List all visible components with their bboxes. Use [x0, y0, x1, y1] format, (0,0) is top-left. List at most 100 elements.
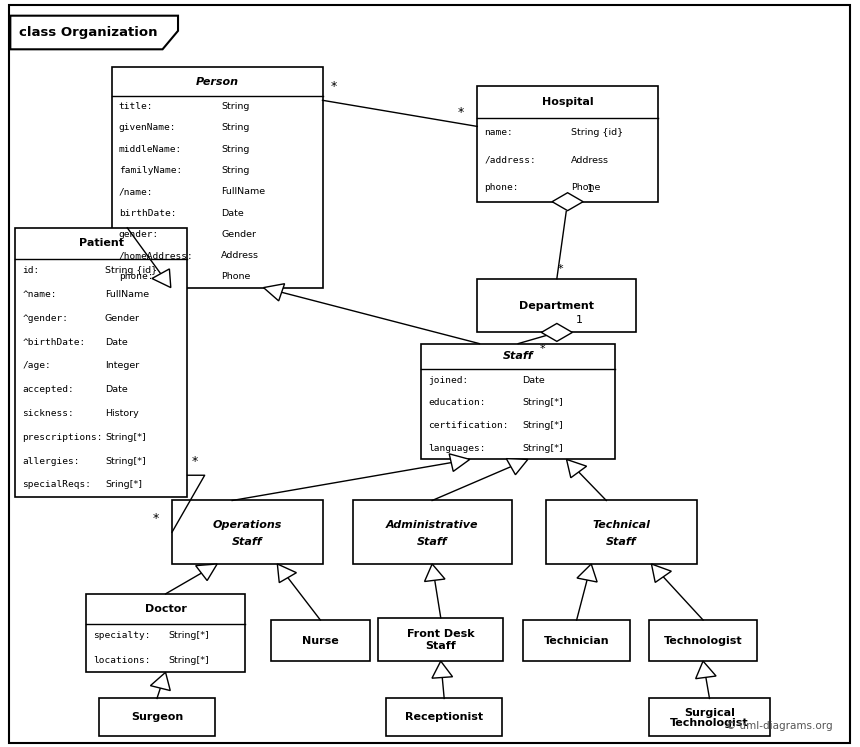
Text: Technical: Technical — [593, 520, 650, 530]
Polygon shape — [152, 269, 171, 288]
FancyBboxPatch shape — [523, 620, 630, 661]
Text: Date: Date — [105, 338, 127, 347]
Text: accepted:: accepted: — [22, 385, 74, 394]
Text: Staff: Staff — [503, 351, 533, 362]
Text: Staff: Staff — [417, 537, 447, 547]
Text: String: String — [221, 102, 249, 111]
Polygon shape — [432, 661, 452, 678]
Text: 1: 1 — [576, 315, 583, 325]
Text: String: String — [221, 123, 249, 132]
Polygon shape — [150, 672, 170, 690]
Text: Nurse: Nurse — [302, 636, 339, 645]
Text: ^gender:: ^gender: — [22, 314, 68, 323]
Polygon shape — [652, 564, 672, 583]
Text: Gender: Gender — [105, 314, 140, 323]
Text: *: * — [458, 106, 464, 119]
Text: Sring[*]: Sring[*] — [105, 480, 142, 489]
FancyBboxPatch shape — [15, 228, 187, 497]
Text: Department: Department — [519, 300, 594, 311]
Text: /homeAddress:: /homeAddress: — [119, 251, 194, 260]
Text: title:: title: — [119, 102, 153, 111]
Polygon shape — [196, 564, 217, 580]
Text: name:: name: — [484, 128, 513, 137]
Text: Phone: Phone — [221, 273, 251, 282]
Text: String: String — [221, 166, 249, 175]
Text: /name:: /name: — [119, 187, 153, 196]
Text: Surgeon: Surgeon — [131, 712, 183, 722]
Text: © uml-diagrams.org: © uml-diagrams.org — [726, 721, 832, 731]
Text: phone:: phone: — [484, 183, 519, 192]
Polygon shape — [277, 564, 297, 583]
Polygon shape — [552, 193, 583, 211]
Text: givenName:: givenName: — [119, 123, 176, 132]
Text: specialty:: specialty: — [93, 631, 150, 640]
Text: *: * — [557, 264, 562, 274]
Text: Front Desk: Front Desk — [407, 629, 475, 639]
Text: joined:: joined: — [428, 376, 469, 385]
FancyBboxPatch shape — [353, 500, 512, 564]
Text: ^name:: ^name: — [22, 290, 57, 299]
Text: 1: 1 — [587, 185, 593, 194]
Polygon shape — [449, 454, 470, 471]
FancyBboxPatch shape — [271, 620, 370, 661]
Text: middleName:: middleName: — [119, 145, 182, 154]
Text: String[*]: String[*] — [105, 456, 145, 465]
FancyBboxPatch shape — [172, 500, 322, 564]
Text: id:: id: — [22, 266, 40, 275]
Text: *: * — [153, 512, 159, 524]
Text: /age:: /age: — [22, 362, 51, 371]
FancyBboxPatch shape — [386, 698, 502, 736]
Text: Surgical: Surgical — [684, 707, 735, 718]
Text: String[*]: String[*] — [105, 433, 145, 441]
Text: Staff: Staff — [606, 537, 636, 547]
Text: Doctor: Doctor — [144, 604, 187, 614]
Text: Administrative: Administrative — [386, 520, 478, 530]
FancyBboxPatch shape — [378, 618, 503, 661]
FancyBboxPatch shape — [9, 5, 850, 743]
Polygon shape — [10, 16, 178, 49]
Text: prescriptions:: prescriptions: — [22, 433, 103, 441]
Polygon shape — [542, 323, 573, 341]
Text: Hospital: Hospital — [542, 97, 593, 107]
Text: education:: education: — [428, 398, 486, 407]
Text: Date: Date — [221, 208, 244, 217]
Text: String[*]: String[*] — [169, 656, 210, 665]
Text: String[*]: String[*] — [169, 631, 210, 640]
Text: Person: Person — [196, 76, 239, 87]
FancyBboxPatch shape — [546, 500, 697, 564]
Text: certification:: certification: — [428, 421, 509, 430]
Text: Staff: Staff — [426, 641, 456, 651]
Text: Receptionist: Receptionist — [405, 712, 483, 722]
Polygon shape — [263, 284, 285, 301]
FancyBboxPatch shape — [649, 620, 757, 661]
Text: /address:: /address: — [484, 155, 536, 164]
Text: *: * — [540, 344, 545, 354]
Text: class Organization: class Organization — [19, 26, 157, 39]
Text: Address: Address — [571, 155, 609, 164]
Text: String {id}: String {id} — [571, 128, 624, 137]
Polygon shape — [567, 459, 587, 478]
FancyBboxPatch shape — [421, 344, 615, 459]
Text: Technician: Technician — [544, 636, 610, 645]
Text: phone:: phone: — [119, 273, 153, 282]
Text: allergies:: allergies: — [22, 456, 80, 465]
Polygon shape — [696, 661, 716, 679]
Text: String {id}: String {id} — [105, 266, 157, 275]
Polygon shape — [425, 564, 445, 581]
Text: Gender: Gender — [221, 230, 256, 239]
Text: String: String — [221, 145, 249, 154]
FancyBboxPatch shape — [99, 698, 215, 736]
Text: Technologist: Technologist — [664, 636, 742, 645]
Text: FullName: FullName — [221, 187, 266, 196]
Text: Staff: Staff — [232, 537, 262, 547]
FancyBboxPatch shape — [112, 67, 322, 288]
Text: specialReqs:: specialReqs: — [22, 480, 91, 489]
Polygon shape — [507, 459, 528, 475]
Text: *: * — [192, 455, 198, 468]
Text: Integer: Integer — [105, 362, 139, 371]
Text: familyName:: familyName: — [119, 166, 182, 175]
Text: ^birthDate:: ^birthDate: — [22, 338, 86, 347]
Text: *: * — [331, 80, 337, 93]
Text: String[*]: String[*] — [522, 444, 562, 453]
Text: locations:: locations: — [93, 656, 150, 665]
